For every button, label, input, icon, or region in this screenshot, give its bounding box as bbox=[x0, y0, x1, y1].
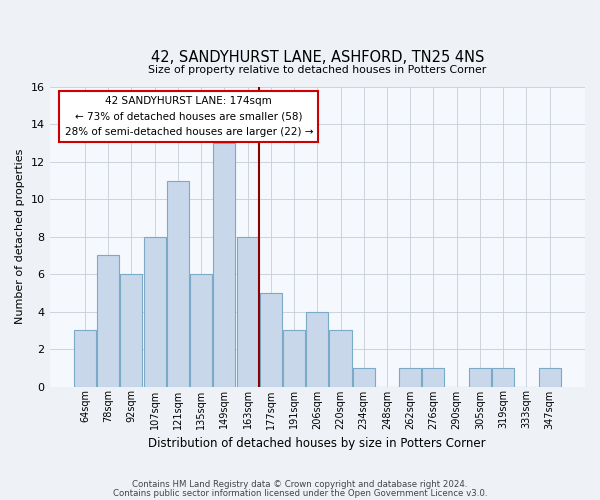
Title: 42, SANDYHURST LANE, ASHFORD, TN25 4NS: 42, SANDYHURST LANE, ASHFORD, TN25 4NS bbox=[151, 50, 484, 65]
Bar bbox=[353, 368, 375, 386]
Bar bbox=[236, 237, 259, 386]
Bar bbox=[492, 368, 514, 386]
Bar bbox=[260, 293, 282, 386]
Bar bbox=[167, 180, 189, 386]
X-axis label: Distribution of detached houses by size in Potters Corner: Distribution of detached houses by size … bbox=[148, 437, 486, 450]
Bar bbox=[121, 274, 142, 386]
Bar bbox=[97, 256, 119, 386]
Bar bbox=[74, 330, 96, 386]
Bar bbox=[306, 312, 328, 386]
Bar bbox=[539, 368, 560, 386]
Bar bbox=[283, 330, 305, 386]
Text: Contains HM Land Registry data © Crown copyright and database right 2024.: Contains HM Land Registry data © Crown c… bbox=[132, 480, 468, 489]
Bar bbox=[469, 368, 491, 386]
Bar bbox=[329, 330, 352, 386]
Text: Contains public sector information licensed under the Open Government Licence v3: Contains public sector information licen… bbox=[113, 490, 487, 498]
Bar bbox=[399, 368, 421, 386]
Bar bbox=[422, 368, 445, 386]
Text: Size of property relative to detached houses in Potters Corner: Size of property relative to detached ho… bbox=[148, 65, 487, 75]
Bar bbox=[213, 143, 235, 386]
Y-axis label: Number of detached properties: Number of detached properties bbox=[15, 149, 25, 324]
Bar bbox=[143, 237, 166, 386]
Bar bbox=[190, 274, 212, 386]
Text: 42 SANDYHURST LANE: 174sqm
← 73% of detached houses are smaller (58)
28% of semi: 42 SANDYHURST LANE: 174sqm ← 73% of deta… bbox=[65, 96, 313, 137]
